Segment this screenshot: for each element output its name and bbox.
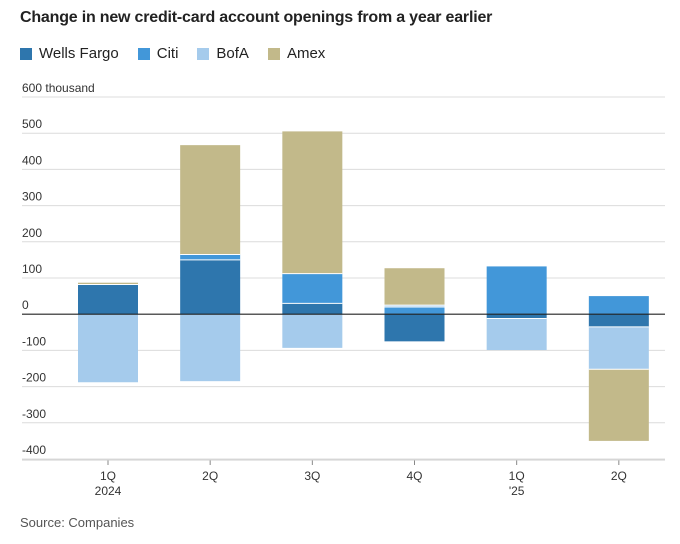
bar-bofa-6 — [588, 326, 649, 370]
legend-item-amex: Amex — [267, 45, 326, 62]
legend-swatch-wells-fargo — [20, 47, 32, 60]
source-note: Source: Companies — [20, 515, 135, 530]
legend: Wells Fargo Citi BofA Amex — [20, 45, 344, 62]
bar-wells-fargo-2 — [180, 259, 241, 315]
bar-wells-fargo-6 — [588, 314, 649, 327]
legend-label-citi: Citi — [156, 45, 179, 62]
legend-item-citi: Citi — [137, 45, 179, 62]
x-tick-label-line2-5: '25 — [509, 484, 525, 498]
bar-citi-5 — [486, 266, 547, 315]
legend-label-wells-fargo: Wells Fargo — [39, 45, 119, 62]
x-tick-label-line2-1: 2024 — [95, 484, 122, 498]
x-tick-label-4: 4Q — [406, 469, 422, 483]
bar-wells-fargo-4 — [384, 314, 445, 342]
bar-bofa-4 — [384, 305, 445, 307]
x-tick-label-5: 1Q — [509, 469, 525, 483]
legend-label-amex: Amex — [286, 45, 326, 62]
y-tick-label-100: 100 — [22, 262, 42, 276]
bar-amex-3 — [282, 131, 343, 274]
bar-amex-1 — [78, 282, 138, 285]
chart-title: Change in new credit-card account openin… — [20, 9, 493, 26]
bar-amex-2 — [180, 145, 241, 255]
legend-label-bofa: BofA — [216, 45, 249, 62]
y-tick-label-600: 600 thousand — [22, 81, 95, 95]
bar-citi-2 — [180, 254, 241, 260]
y-tick-label--200: -200 — [22, 371, 46, 385]
bar-bofa-2 — [180, 314, 241, 382]
legend-item-wells-fargo: Wells Fargo — [20, 45, 119, 62]
y-tick-label-200: 200 — [22, 226, 42, 240]
x-tick-label-2: 2Q — [202, 469, 218, 483]
y-tick-label-400: 400 — [22, 153, 42, 167]
y-tick-label-500: 500 — [22, 117, 42, 131]
y-tick-label--100: -100 — [22, 334, 46, 348]
bar-bofa-3 — [282, 314, 343, 348]
bar-citi-4 — [384, 306, 445, 315]
bar-amex-4 — [384, 268, 445, 306]
legend-swatch-bofa — [197, 47, 210, 60]
x-tick-label-6: 2Q — [611, 469, 627, 483]
bar-bofa-1 — [78, 314, 138, 383]
y-tick-label-0: 0 — [22, 298, 29, 312]
y-tick-label--300: -300 — [22, 407, 46, 421]
y-tick-label-300: 300 — [22, 190, 42, 204]
x-tick-label-3: 3Q — [304, 469, 320, 483]
y-tick-label--400: -400 — [22, 443, 46, 457]
bar-wells-fargo-5 — [486, 314, 547, 319]
legend-swatch-amex — [267, 47, 280, 60]
bar-amex-6 — [588, 369, 649, 441]
bar-wells-fargo-1 — [78, 284, 138, 315]
bar-citi-3 — [282, 273, 343, 304]
x-tick-label-1: 1Q — [100, 469, 116, 483]
bar-citi-6 — [588, 296, 649, 315]
bar-wells-fargo-3 — [282, 303, 343, 315]
legend-swatch-citi — [137, 47, 150, 60]
legend-item-bofa: BofA — [197, 45, 249, 62]
bar-bofa-5 — [486, 318, 547, 351]
